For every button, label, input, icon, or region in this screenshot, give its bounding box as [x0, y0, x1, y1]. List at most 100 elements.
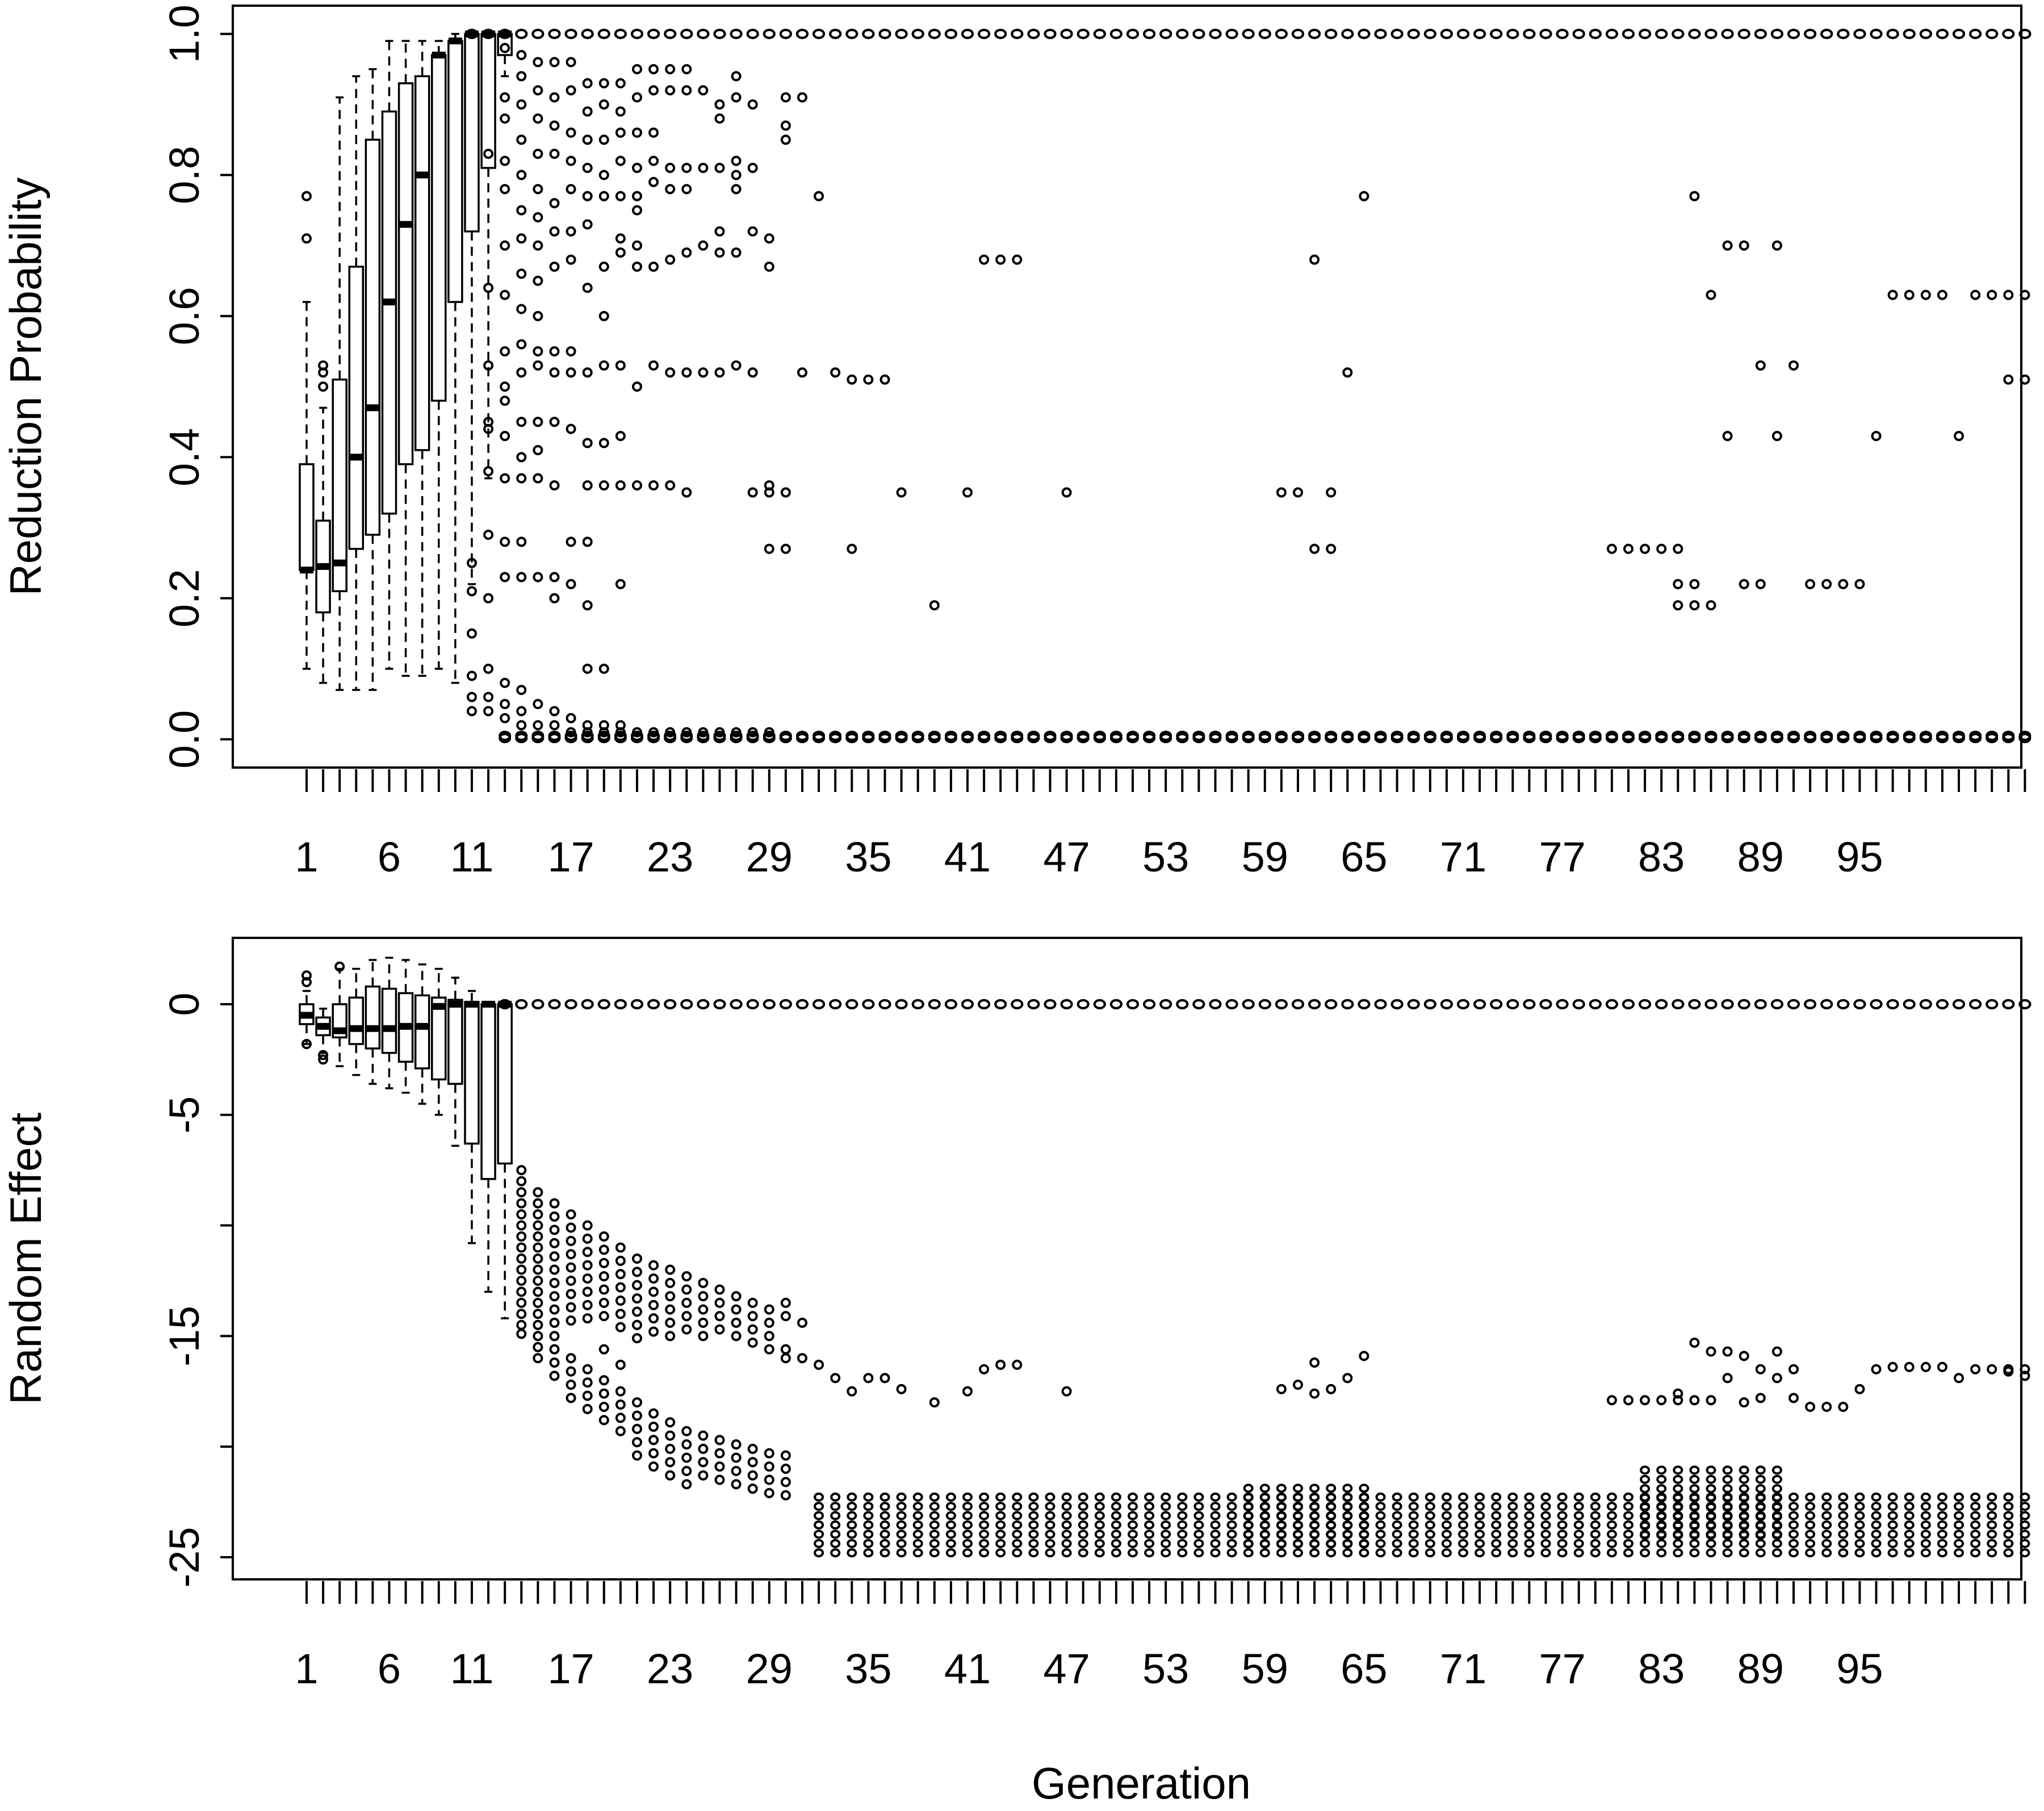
outlier-point — [979, 1364, 990, 1374]
outlier-point — [615, 1322, 626, 1332]
outlier-point — [516, 1242, 527, 1253]
outlier-point — [1309, 1502, 1320, 1512]
outlier-point — [1557, 1538, 1568, 1548]
box — [464, 32, 480, 233]
outlier-point — [566, 367, 576, 378]
outlier-point — [863, 1511, 874, 1520]
outlier-point — [566, 727, 576, 737]
outlier-point — [780, 543, 791, 554]
outlier-point — [1838, 1529, 1849, 1539]
outlier-point — [698, 1430, 709, 1441]
outlier-point — [1771, 1512, 1782, 1521]
outlier-point — [301, 233, 312, 244]
outlier-point — [747, 226, 758, 237]
outlier-point — [1987, 1529, 1997, 1539]
outlier-point — [533, 148, 543, 159]
outlier-point — [1094, 1538, 1105, 1548]
outlier-point — [1871, 1548, 1882, 1558]
outlier-point — [566, 1235, 576, 1246]
outlier-point — [814, 1502, 824, 1511]
outlier-point — [879, 1502, 890, 1511]
outlier-point — [516, 367, 527, 378]
outlier-point — [764, 233, 774, 244]
outlier-point — [516, 49, 527, 60]
outlier-point — [648, 1313, 659, 1324]
outlier-point — [499, 733, 512, 744]
outlier-point — [598, 311, 609, 321]
outlier-point — [1789, 1502, 1799, 1511]
outlier-point — [631, 733, 643, 744]
outlier-point — [566, 1315, 576, 1326]
outlier-point — [1061, 487, 1072, 498]
outlier-point — [1838, 1548, 1849, 1558]
outlier-point — [1210, 1548, 1221, 1558]
outlier-point — [698, 1318, 709, 1328]
outlier-point — [1475, 1493, 1485, 1502]
outlier-point — [1128, 1493, 1138, 1502]
outlier-point — [1954, 1538, 1964, 1548]
outlier-point — [896, 1529, 907, 1539]
outlier-point — [664, 28, 677, 39]
outlier-point — [796, 28, 809, 39]
x-tick-label: 59 — [1242, 1645, 1288, 1692]
outlier-point — [1706, 1502, 1716, 1512]
outlier-point — [1904, 1361, 1915, 1372]
outlier-point — [830, 367, 841, 378]
outlier-point — [764, 1474, 774, 1485]
outlier-point — [1193, 1529, 1204, 1539]
outlier-point — [1342, 1539, 1353, 1549]
outlier-point — [549, 367, 560, 378]
outlier-point — [747, 1470, 758, 1481]
outlier-point — [467, 557, 477, 568]
outlier-point — [1557, 1502, 1568, 1511]
outlier-point — [1755, 1493, 1766, 1503]
outlier-point — [515, 733, 528, 744]
outlier-point — [896, 1511, 907, 1520]
outlier-point — [1126, 28, 1139, 39]
outlier-point — [533, 1187, 543, 1198]
outlier-point — [582, 1260, 593, 1271]
outlier-point — [1838, 1493, 1849, 1502]
outlier-point — [1771, 1502, 1782, 1512]
outlier-point — [1903, 733, 1916, 744]
outlier-point — [1309, 1539, 1320, 1549]
outlier-point — [615, 430, 626, 441]
outlier-point — [499, 999, 512, 1009]
outlier-point — [1970, 1364, 1981, 1374]
outlier-point — [1622, 733, 1635, 744]
outlier-point — [1605, 28, 1618, 39]
outlier-point — [1871, 1520, 1882, 1530]
outlier-point — [1392, 1493, 1402, 1502]
outlier-point — [1655, 28, 1668, 39]
outlier-point — [581, 999, 594, 1009]
outlier-point — [1739, 1531, 1749, 1540]
outlier-point — [334, 961, 345, 972]
outlier-point — [516, 135, 527, 145]
box — [464, 1001, 480, 1145]
outlier-point — [1623, 543, 1633, 554]
outlier-point — [1805, 1402, 1816, 1412]
outlier-point — [1111, 1502, 1121, 1511]
outlier-point — [962, 1493, 973, 1502]
outlier-point — [500, 572, 510, 582]
outlier-point — [1177, 1548, 1188, 1558]
outlier-point — [1243, 1539, 1254, 1549]
outlier-point — [1739, 1512, 1749, 1521]
outlier-point — [1572, 733, 1585, 744]
outlier-point — [1176, 733, 1189, 744]
outlier-point — [895, 733, 908, 744]
outlier-point — [597, 733, 610, 744]
outlier-point — [1722, 240, 1733, 251]
outlier-point — [533, 473, 543, 484]
outlier-point — [929, 1529, 940, 1539]
outlier-point — [1094, 1493, 1105, 1502]
outlier-point — [1805, 1520, 1816, 1530]
outlier-point — [847, 1520, 857, 1530]
outlier-point — [1078, 1538, 1088, 1548]
outlier-point — [681, 1479, 692, 1490]
outlier-point — [1606, 1395, 1617, 1406]
outlier-point — [1920, 1511, 1931, 1520]
outlier-point — [847, 543, 857, 554]
outlier-point — [1821, 1493, 1832, 1502]
